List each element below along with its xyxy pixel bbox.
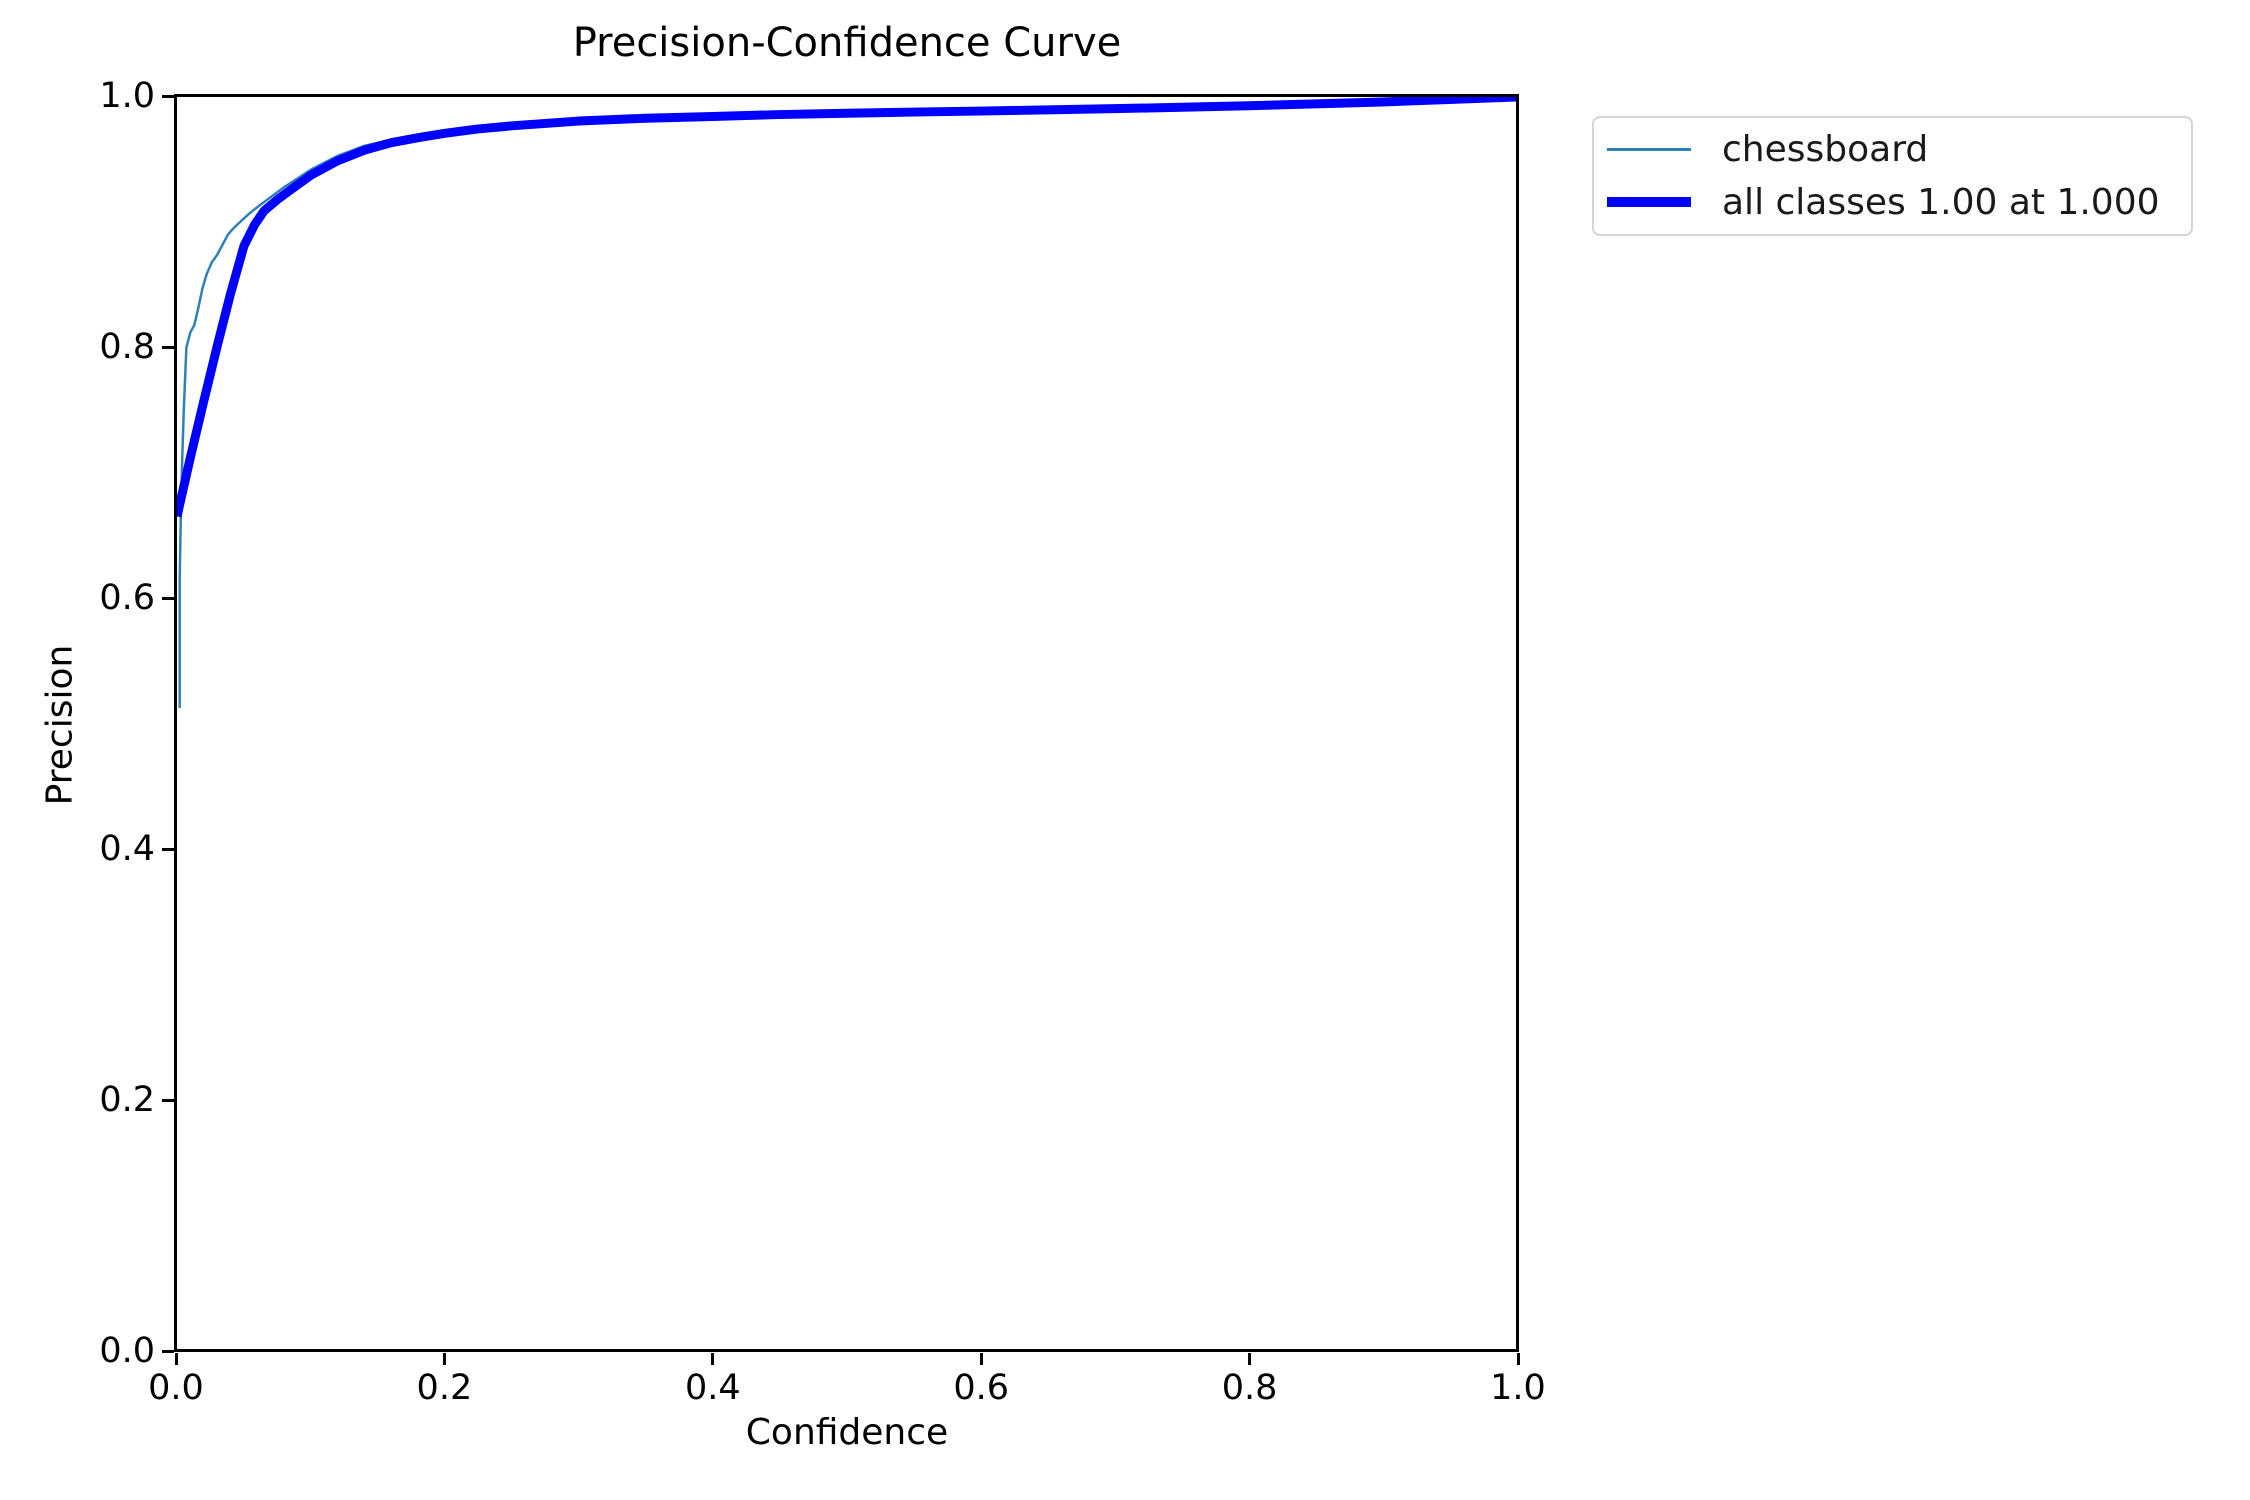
legend-item-all-classes: all classes 1.00 at 1.000	[1594, 182, 2191, 223]
y-axis-tick	[162, 847, 174, 851]
all-classes-line	[177, 97, 1516, 518]
plot-svg	[177, 97, 1516, 708]
x-tick-label: 0.0	[148, 1368, 204, 1408]
y-tick-label: 1.0	[99, 76, 155, 116]
x-tick-label: 0.8	[1221, 1368, 1278, 1408]
x-axis-label: Confidence	[745, 1412, 949, 1453]
y-tick-label: 0.6	[99, 578, 155, 618]
legend: chessboard all classes 1.00 at 1.000	[1592, 116, 2193, 236]
y-axis-tick	[162, 345, 174, 349]
x-tick-label: 0.4	[684, 1368, 741, 1408]
chessboard-line	[178, 97, 1516, 708]
legend-item-chessboard: chessboard	[1594, 129, 2191, 170]
chart-title: Precision-Confidence Curve	[572, 20, 1122, 66]
y-tick-label: 0.0	[99, 1331, 155, 1371]
y-axis-tick	[162, 1349, 174, 1353]
y-axis-tick	[162, 596, 174, 600]
x-axis-tick	[711, 1353, 715, 1365]
x-axis-tick	[1516, 1353, 1520, 1365]
x-axis-tick	[1248, 1353, 1252, 1365]
legend-line-swatch-all-classes	[1607, 197, 1691, 208]
y-tick-label: 0.4	[99, 829, 155, 869]
x-tick-label: 1.0	[1490, 1368, 1546, 1408]
x-axis-tick	[979, 1353, 983, 1365]
plot-area	[174, 94, 1519, 1352]
legend-line-swatch-chessboard	[1607, 148, 1691, 152]
x-tick-label: 0.6	[953, 1368, 1010, 1408]
y-axis-tick	[162, 94, 174, 98]
legend-label-all-classes: all classes 1.00 at 1.000	[1722, 181, 2160, 223]
x-axis-tick	[174, 1353, 178, 1365]
x-tick-label: 0.2	[416, 1368, 473, 1408]
y-tick-label: 0.8	[99, 327, 155, 367]
legend-label-chessboard: chessboard	[1722, 129, 1929, 171]
y-axis-label: Precision	[39, 644, 81, 806]
y-axis-tick	[162, 1098, 174, 1102]
y-tick-label: 0.2	[99, 1080, 155, 1120]
x-axis-tick	[442, 1353, 446, 1365]
